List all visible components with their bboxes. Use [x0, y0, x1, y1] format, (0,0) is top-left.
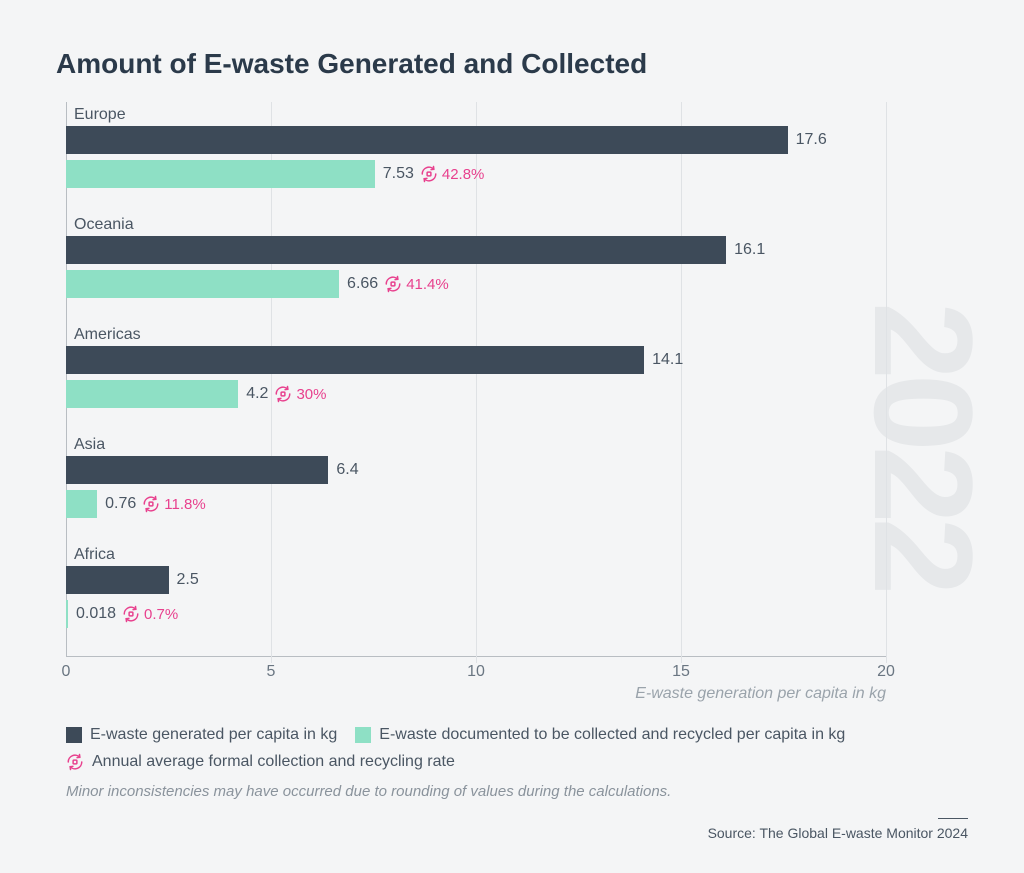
bar-value-generated: 16.1 — [726, 241, 765, 259]
recycling-rate: 41.4% — [384, 275, 449, 293]
legend-label-rate: Annual average formal collection and rec… — [92, 748, 455, 775]
legend-note: Minor inconsistencies may have occurred … — [66, 779, 968, 805]
bar-collected: 0.0180.7% — [66, 600, 68, 628]
swatch-collected — [355, 727, 371, 743]
bar-value-collected: 7.5342.8% — [375, 165, 485, 183]
bar-group: Americas 14.1 4.230% — [66, 326, 886, 410]
recycling-rate: 42.8% — [420, 165, 485, 183]
chart-container: 2022 E-waste generation per capita in kg… — [66, 102, 968, 805]
group-label: Asia — [66, 436, 886, 454]
recycle-icon — [384, 275, 402, 293]
chart-title: Amount of E-waste Generated and Collecte… — [56, 48, 968, 80]
bar-generated: 2.5 — [66, 566, 169, 594]
bar-collected: 0.7611.8% — [66, 490, 97, 518]
legend-item-collected: E-waste documented to be collected and r… — [355, 721, 845, 748]
group-label: Africa — [66, 546, 886, 564]
bar-value-collected: 0.0180.7% — [68, 605, 178, 623]
bar-group: Asia 6.4 0.7611.8% — [66, 436, 886, 520]
bar-generated: 14.1 — [66, 346, 644, 374]
bar-group: Europe 17.6 7.5342.8% — [66, 106, 886, 190]
recycling-rate: 30% — [274, 385, 326, 403]
bar-generated: 16.1 — [66, 236, 726, 264]
x-tick: 10 — [467, 663, 485, 681]
bar-collected: 6.6641.4% — [66, 270, 339, 298]
bar-collected: 4.230% — [66, 380, 238, 408]
recycle-icon — [66, 753, 84, 771]
legend: E-waste generated per capita in kg E-was… — [66, 721, 968, 805]
legend-item-rate: Annual average formal collection and rec… — [66, 748, 455, 775]
bar-collected: 7.5342.8% — [66, 160, 375, 188]
source-block: Source: The Global E-waste Monitor 2024 — [708, 818, 968, 841]
recycle-icon — [142, 495, 160, 513]
bar-value-generated: 2.5 — [169, 571, 199, 589]
legend-label-generated: E-waste generated per capita in kg — [90, 721, 337, 748]
bar-group: Oceania 16.1 6.6641.4% — [66, 216, 886, 300]
bar-value-generated: 14.1 — [644, 351, 683, 369]
x-tick: 15 — [672, 663, 690, 681]
bar-generated: 6.4 — [66, 456, 328, 484]
group-label: Oceania — [66, 216, 886, 234]
source-divider — [938, 818, 968, 819]
bar-value-collected: 6.6641.4% — [339, 275, 449, 293]
x-tick: 20 — [877, 663, 895, 681]
recycle-icon — [122, 605, 140, 623]
recycle-icon — [274, 385, 292, 403]
x-tick: 0 — [62, 663, 71, 681]
bar-value-collected: 0.7611.8% — [97, 495, 206, 513]
x-axis-label: E-waste generation per capita in kg — [635, 685, 886, 703]
bar-value-collected: 4.230% — [238, 385, 326, 403]
swatch-generated — [66, 727, 82, 743]
recycling-rate: 0.7% — [122, 605, 178, 623]
x-tick: 5 — [267, 663, 276, 681]
gridline — [886, 102, 887, 663]
bar-value-generated: 17.6 — [788, 131, 827, 149]
legend-item-generated: E-waste generated per capita in kg — [66, 721, 337, 748]
bar-group: Africa 2.5 0.0180.7% — [66, 546, 886, 630]
recycling-rate: 11.8% — [142, 495, 205, 513]
group-label: Europe — [66, 106, 886, 124]
recycle-icon — [420, 165, 438, 183]
source-text: Source: The Global E-waste Monitor 2024 — [708, 825, 968, 841]
bar-generated: 17.6 — [66, 126, 788, 154]
group-label: Americas — [66, 326, 886, 344]
plot-area: E-waste generation per capita in kg 0510… — [66, 102, 886, 657]
legend-label-collected: E-waste documented to be collected and r… — [379, 721, 845, 748]
bar-value-generated: 6.4 — [328, 461, 358, 479]
